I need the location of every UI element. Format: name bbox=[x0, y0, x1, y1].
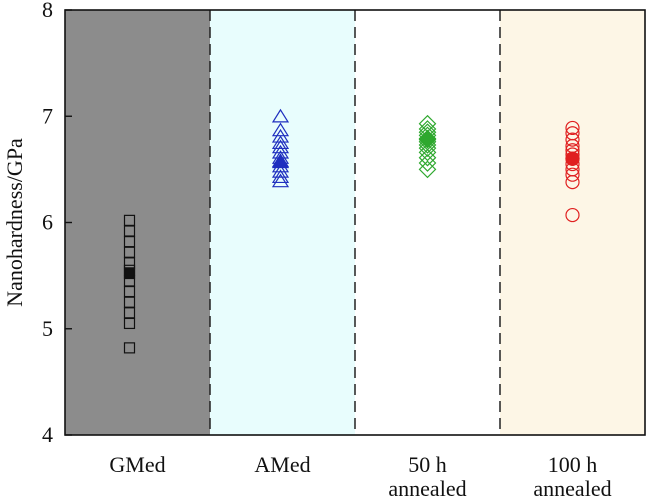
y-tick-label-3: 7 bbox=[42, 103, 53, 128]
y-tick-label-4: 8 bbox=[42, 0, 53, 22]
data-point-square bbox=[123, 246, 136, 258]
data-point-diamond bbox=[418, 139, 437, 157]
x-category-label-line: AMed bbox=[254, 452, 310, 477]
category-background-2 bbox=[355, 10, 500, 435]
data-point-square bbox=[123, 296, 136, 308]
series-1-markers bbox=[271, 108, 290, 188]
category-background-3 bbox=[500, 10, 645, 435]
data-markers bbox=[123, 108, 580, 354]
y-tick-label-0: 4 bbox=[42, 422, 53, 447]
data-point-square bbox=[123, 307, 136, 319]
series-2-markers bbox=[418, 114, 437, 179]
data-point-triangle bbox=[271, 169, 290, 184]
mean-point-square bbox=[123, 267, 136, 280]
data-point-square bbox=[123, 225, 136, 237]
data-point-circle bbox=[565, 167, 580, 182]
y-axis-ticks: 4 5 6 7 8 bbox=[42, 0, 72, 447]
series-0-markers bbox=[123, 214, 136, 354]
data-point-triangle bbox=[271, 163, 290, 178]
data-point-circle bbox=[565, 126, 580, 141]
y-axis-label: Nanohardness/GPa bbox=[2, 138, 27, 307]
mean-point-triangle bbox=[271, 153, 290, 168]
x-category-label-line: annealed bbox=[388, 476, 466, 500]
mean-point-circle bbox=[565, 151, 580, 166]
x-category-label-3: 100 h annealed bbox=[533, 452, 611, 500]
data-point-circle bbox=[565, 207, 580, 223]
data-point-diamond bbox=[418, 143, 437, 162]
data-point-square bbox=[123, 214, 136, 226]
data-point-circle bbox=[565, 120, 580, 136]
data-point-triangle bbox=[271, 122, 290, 137]
y-tick-label-2: 6 bbox=[42, 210, 53, 235]
data-point-square bbox=[123, 342, 136, 354]
x-category-label-2: 50 h annealed bbox=[388, 452, 466, 500]
category-background-1 bbox=[210, 10, 355, 435]
data-point-square bbox=[123, 236, 136, 248]
data-point-circle bbox=[565, 132, 580, 147]
data-point-diamond bbox=[418, 160, 437, 179]
x-category-label-line: 100 h bbox=[548, 452, 598, 477]
x-category-label-1: AMed bbox=[254, 452, 310, 477]
category-backgrounds bbox=[65, 10, 645, 435]
mean-point-diamond bbox=[418, 130, 437, 149]
y-tick-label-1: 5 bbox=[42, 316, 53, 341]
data-point-triangle bbox=[271, 139, 290, 154]
category-separators bbox=[209, 10, 501, 435]
data-point-square bbox=[123, 317, 136, 330]
data-point-square bbox=[123, 285, 136, 298]
data-point-triangle bbox=[271, 108, 290, 123]
category-background-0 bbox=[65, 10, 210, 435]
x-category-label-0: GMed bbox=[109, 452, 165, 477]
data-point-square bbox=[123, 257, 136, 269]
x-category-label-line: annealed bbox=[533, 476, 611, 500]
data-point-triangle bbox=[271, 173, 290, 188]
x-category-label-line: 50 h bbox=[408, 452, 447, 477]
series-3-markers bbox=[565, 120, 580, 223]
x-category-label-line: GMed bbox=[109, 452, 165, 477]
